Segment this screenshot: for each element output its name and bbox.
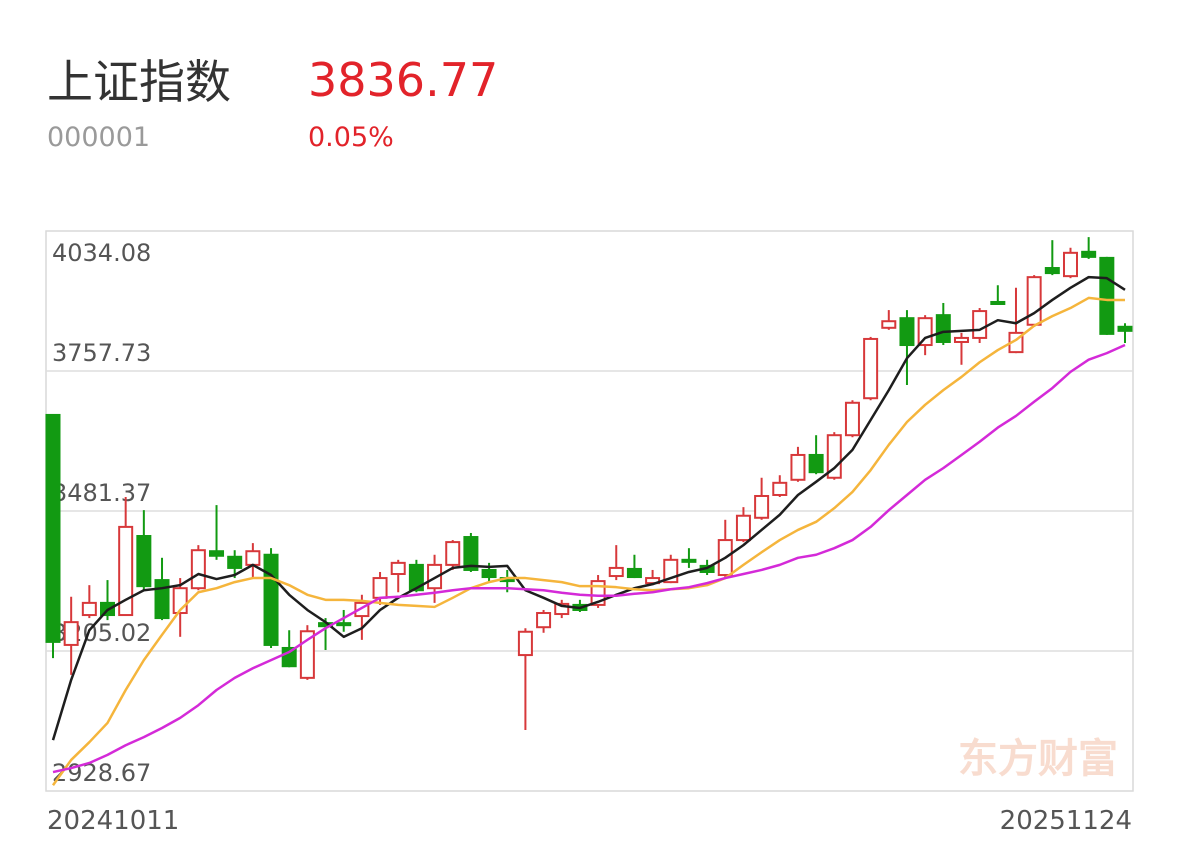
- index-change: 0.05%: [308, 122, 394, 153]
- candle-body: [408, 563, 424, 592]
- candle-body: [1117, 325, 1133, 332]
- candle-body: [45, 413, 61, 643]
- x-tick-label: 20251124: [1000, 806, 1132, 836]
- candle-body: [554, 602, 570, 616]
- moving-average-line: [52, 343, 1126, 774]
- x-tick-label: 20241011: [47, 806, 179, 836]
- candle-body: [608, 566, 624, 578]
- candle-body: [245, 550, 261, 566]
- y-tick-label: 2928.67: [52, 759, 151, 787]
- candle-body: [754, 494, 770, 519]
- moving-average-line: [51, 275, 1126, 741]
- candle-body: [772, 481, 788, 496]
- watermark: 东方财富: [958, 736, 1118, 782]
- candle-body: [917, 317, 933, 347]
- candle-body: [445, 541, 461, 566]
- candle-body: [190, 549, 206, 590]
- candle-body: [427, 563, 443, 590]
- candle-body: [972, 310, 988, 339]
- index-price: 3836.77: [308, 53, 498, 107]
- candle-body: [681, 558, 697, 563]
- candle-body: [63, 621, 79, 646]
- candle-body: [136, 535, 152, 588]
- candle-body: [935, 314, 951, 343]
- candle-body: [118, 525, 134, 617]
- candle-body: [227, 555, 243, 569]
- candle-body: [844, 401, 860, 437]
- candle-body: [536, 612, 552, 629]
- candle-body: [790, 453, 806, 481]
- candle-body: [808, 453, 824, 474]
- candle-body: [481, 568, 497, 579]
- candle-body: [1062, 251, 1078, 278]
- candle-body: [1026, 276, 1042, 326]
- y-tick-label: 3757.73: [52, 339, 151, 367]
- candle-body: [372, 577, 388, 599]
- index-name: 上证指数: [47, 55, 231, 109]
- candle-body: [336, 622, 352, 627]
- candle-body: [154, 579, 170, 620]
- candle-body: [899, 317, 915, 347]
- candle-body: [1044, 267, 1060, 275]
- candle-body: [1099, 256, 1115, 335]
- candle-body: [463, 536, 479, 571]
- candle-body: [390, 561, 406, 576]
- candle-body: [1081, 250, 1097, 258]
- candle-body: [735, 514, 751, 542]
- index-code: 000001: [47, 122, 150, 153]
- candle-body: [826, 434, 842, 479]
- candle-body: [263, 553, 279, 646]
- candle-body: [209, 550, 225, 557]
- candle-body: [517, 630, 533, 657]
- candle-body: [953, 336, 969, 343]
- y-tick-label: 3481.37: [52, 479, 151, 507]
- candle-body: [881, 320, 897, 329]
- candle-body: [863, 337, 879, 400]
- moving-average-line: [51, 296, 1125, 786]
- candle-body: [626, 567, 642, 579]
- y-tick-label: 4034.08: [52, 239, 151, 267]
- candle-body: [990, 300, 1006, 305]
- candle-body: [81, 601, 97, 617]
